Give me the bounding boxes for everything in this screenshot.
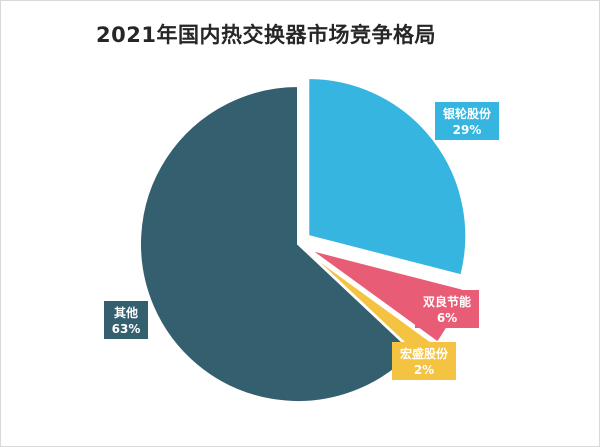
data-label-box-other xyxy=(104,301,148,339)
data-label-shuangliang: 双良节能 6% xyxy=(415,290,479,328)
pie-slice-yinlun xyxy=(307,77,468,277)
data-label-box-hongsheng xyxy=(392,342,456,380)
data-label-name-other: 其他 xyxy=(114,305,138,320)
data-label-box-yinlun xyxy=(435,102,499,140)
data-label-yinlun: 银轮股份 29% xyxy=(435,102,499,140)
data-label-hongsheng: 宏盛股份 2% xyxy=(392,342,456,380)
data-label-value-other: 63% xyxy=(112,322,141,336)
data-label-name-yinlun: 银轮股份 xyxy=(443,106,492,121)
data-label-other: 其他 63% xyxy=(104,301,148,339)
data-label-value-hongsheng: 2% xyxy=(414,363,434,377)
data-label-value-shuangliang: 6% xyxy=(437,311,457,325)
data-label-value-yinlun: 29% xyxy=(453,123,482,137)
chart-title: 2021年国内热交换器市场竞争格局 xyxy=(96,23,436,47)
data-label-name-hongsheng: 宏盛股份 xyxy=(400,346,449,361)
pie-slice-other xyxy=(139,84,415,403)
data-label-box-shuangliang xyxy=(415,290,479,328)
data-label-name-shuangliang: 双良节能 xyxy=(423,294,471,309)
